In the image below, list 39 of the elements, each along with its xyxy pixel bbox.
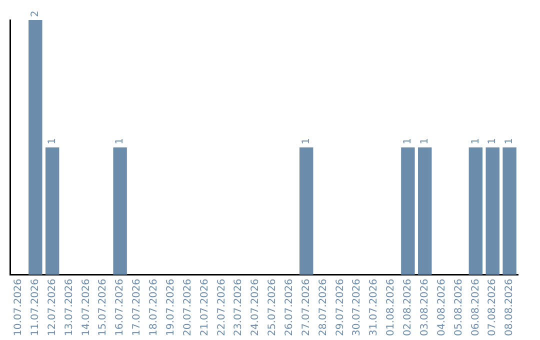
x-tick-label: 31.07.2026 (368, 278, 380, 336)
data-label: 1 (487, 138, 498, 144)
x-tick-label: 08.08.2026 (504, 278, 516, 336)
x-tick-label: 22.07.2026 (216, 278, 228, 336)
x-tick-label: 14.07.2026 (80, 278, 92, 336)
x-tick-label: 07.08.2026 (487, 278, 498, 336)
x-tick-label: 10.07.2026 (13, 278, 24, 336)
data-label: 1 (419, 138, 430, 144)
x-tick-label: 25.07.2026 (267, 278, 278, 336)
data-label: 1 (402, 138, 414, 144)
x-tick-label: 06.08.2026 (470, 278, 482, 336)
x-tick-label: 18.07.2026 (148, 278, 160, 336)
x-tick-label: 17.07.2026 (132, 278, 143, 336)
x-tick-label: 01.08.2026 (386, 278, 397, 336)
data-label: 1 (300, 138, 312, 144)
x-tick-label: 13.07.2026 (64, 278, 75, 336)
x-tick-label: 26.07.2026 (284, 278, 295, 336)
x-tick-label: 04.08.2026 (436, 278, 448, 336)
x-tick-label: 16.07.2026 (114, 278, 126, 336)
x-tick-label: 21.07.2026 (199, 278, 210, 336)
x-tick-label: 20.07.2026 (182, 278, 194, 336)
x-tick-label: 23.07.2026 (233, 278, 244, 336)
x-tick-label: 28.07.2026 (318, 278, 329, 336)
x-tick-label: 03.08.2026 (419, 278, 430, 336)
x-tick-label: 30.07.2026 (352, 278, 363, 336)
x-tick-label: 24.07.2026 (250, 278, 262, 336)
x-tick-label: 19.07.2026 (165, 278, 176, 336)
x-tick-label: 05.08.2026 (453, 278, 464, 336)
data-label: 1 (46, 138, 58, 144)
x-tick-label: 15.07.2026 (98, 278, 109, 336)
x-tick-label: 12.07.2026 (46, 278, 58, 336)
data-label: 2 (30, 10, 41, 17)
data-label: 1 (504, 138, 516, 144)
x-tick-label: 27.07.2026 (300, 278, 312, 336)
x-tick-label: 11.07.2026 (30, 278, 41, 336)
data-label: 1 (470, 138, 482, 144)
x-tick-label: 02.08.2026 (402, 278, 414, 336)
data-label: 1 (114, 138, 126, 144)
x-tick-label: 29.07.2026 (334, 278, 346, 336)
